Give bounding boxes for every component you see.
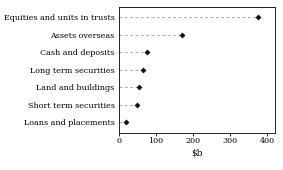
X-axis label: $b: $b bbox=[191, 148, 202, 157]
